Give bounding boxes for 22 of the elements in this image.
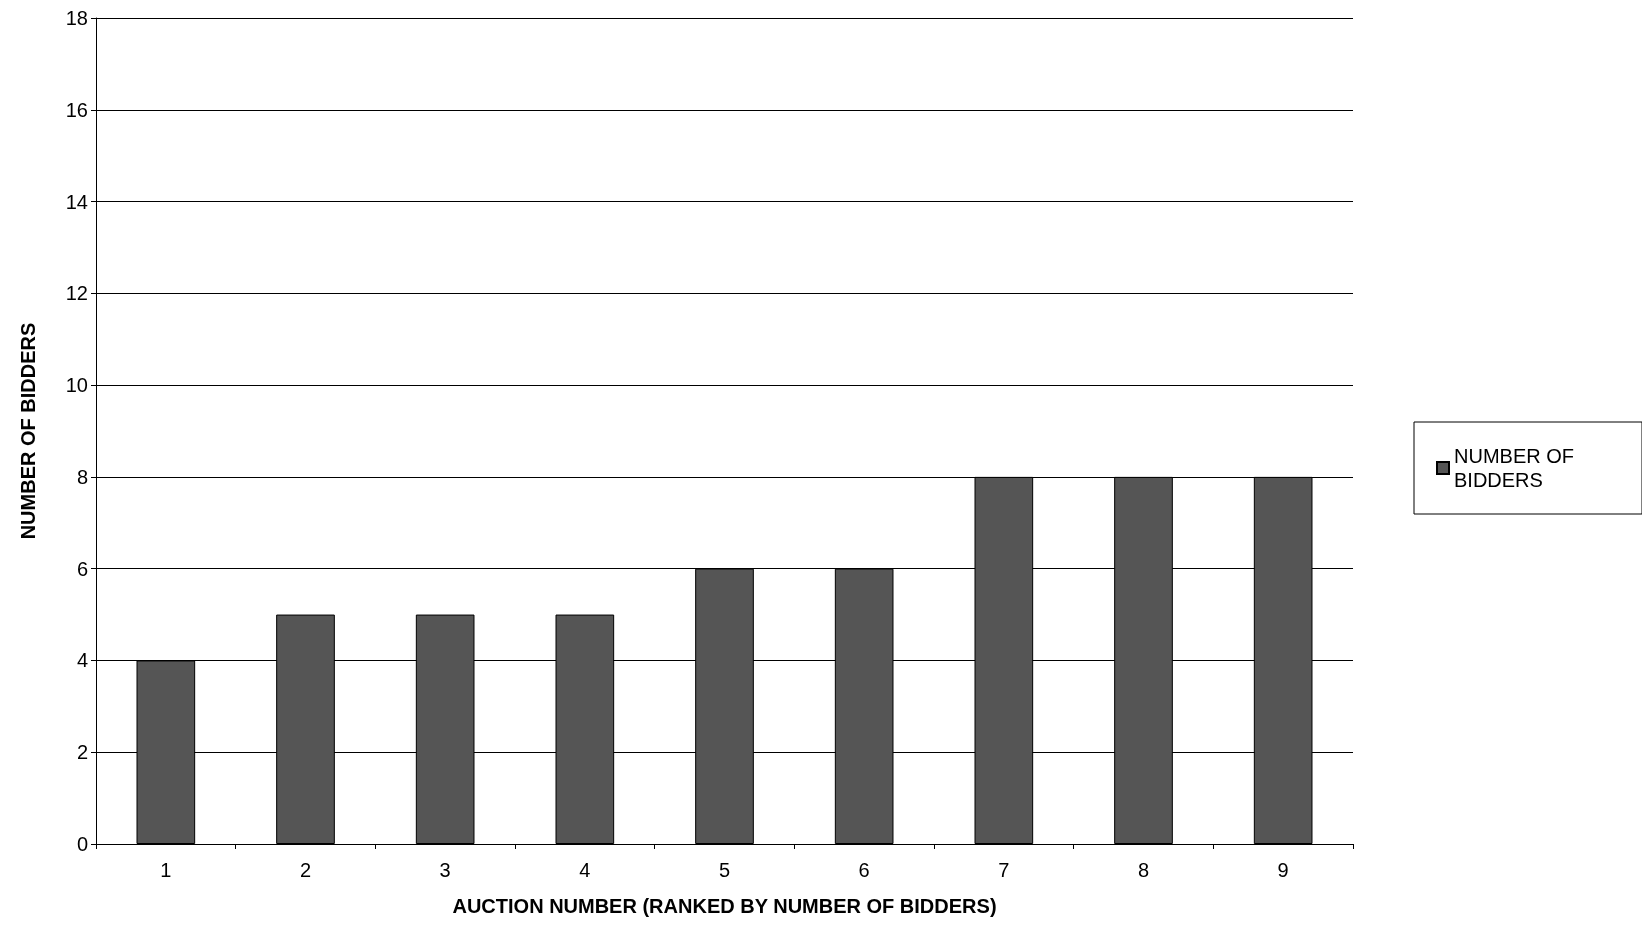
y-tick-label: 16 [65, 98, 88, 121]
x-tick-label: 8 [1137, 859, 1150, 881]
y-tick-label: 4 [76, 649, 88, 672]
y-tick-label: 10 [65, 374, 88, 397]
y-tick-label: 0 [76, 833, 88, 855]
x-tick-label: 9 [1277, 859, 1289, 881]
x-tick-label: 2 [299, 859, 312, 881]
x-tick-label: 7 [998, 859, 1010, 881]
x-tick-label: 3 [439, 859, 451, 881]
y-tick-label: 12 [65, 282, 88, 305]
y-tick-label: 6 [76, 557, 88, 580]
y-tick-label: 8 [76, 465, 88, 488]
x-tick-label: 1 [160, 859, 172, 881]
legend-label: NUMBER OF BIDDERS [1454, 445, 1580, 491]
x-tick-label: 6 [858, 859, 870, 881]
x-tick-label: 4 [579, 859, 591, 881]
y-tick-label: 14 [65, 190, 88, 213]
x-axis-title: AUCTION NUMBER (RANKED BY NUMBER OF BIDDERS) [452, 895, 997, 917]
y-tick-label: 2 [76, 741, 88, 764]
x-tick-label: 5 [718, 859, 731, 881]
y-axis-title: NUMBER OF BIDDERS [17, 322, 39, 540]
y-tick-label: 18 [65, 7, 88, 29]
